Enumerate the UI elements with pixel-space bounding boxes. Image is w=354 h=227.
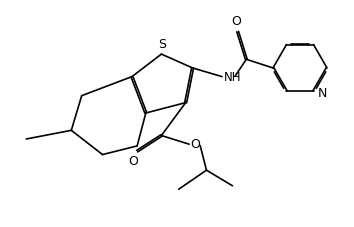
Text: O: O (190, 137, 200, 150)
Text: O: O (231, 15, 241, 28)
Text: N: N (318, 87, 327, 100)
Text: S: S (158, 38, 166, 51)
Text: NH: NH (224, 71, 242, 84)
Text: O: O (128, 154, 138, 167)
